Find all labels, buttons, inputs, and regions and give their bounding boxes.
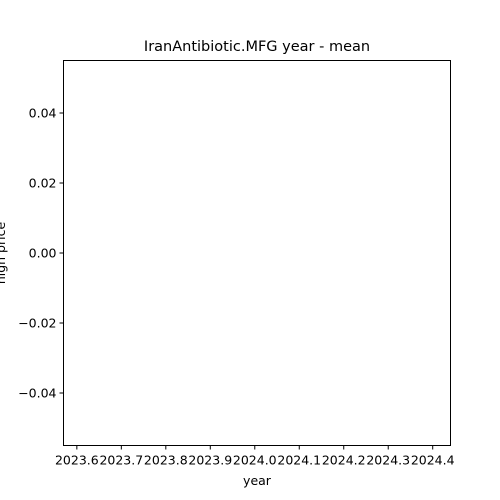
x-tick-label: 2023.9	[188, 453, 232, 468]
y-axis-label: high price	[0, 222, 8, 285]
plot-area	[63, 60, 451, 446]
x-tick-label: 2023.6	[55, 453, 99, 468]
x-tick-label: 2024.0	[233, 453, 277, 468]
x-tick-label: 2023.8	[144, 453, 188, 468]
x-tick-label: 2024.4	[411, 453, 455, 468]
chart-title: IranAntibiotic.MFG year - mean	[144, 39, 370, 55]
y-tick-label: 0.00	[29, 246, 57, 261]
y-tick-label: −0.02	[18, 316, 56, 331]
y-tick-label: 0.02	[29, 176, 57, 191]
x-axis-ticks: 2023.6 2023.7 2023.8 2023.9 2024.0 2024.1 2024…	[55, 445, 455, 468]
y-tick-label: −0.04	[18, 386, 56, 401]
x-tick-label: 2023.7	[99, 453, 143, 468]
x-axis-label: year	[243, 473, 272, 488]
x-tick-label: 2024.1	[277, 453, 321, 468]
x-tick-label: 2024.2	[322, 453, 366, 468]
x-tick-label: 2024.3	[366, 453, 410, 468]
y-axis-ticks: 0.04 0.02 0.00 −0.02 −0.04	[18, 106, 64, 401]
y-tick-label: 0.04	[29, 106, 57, 121]
